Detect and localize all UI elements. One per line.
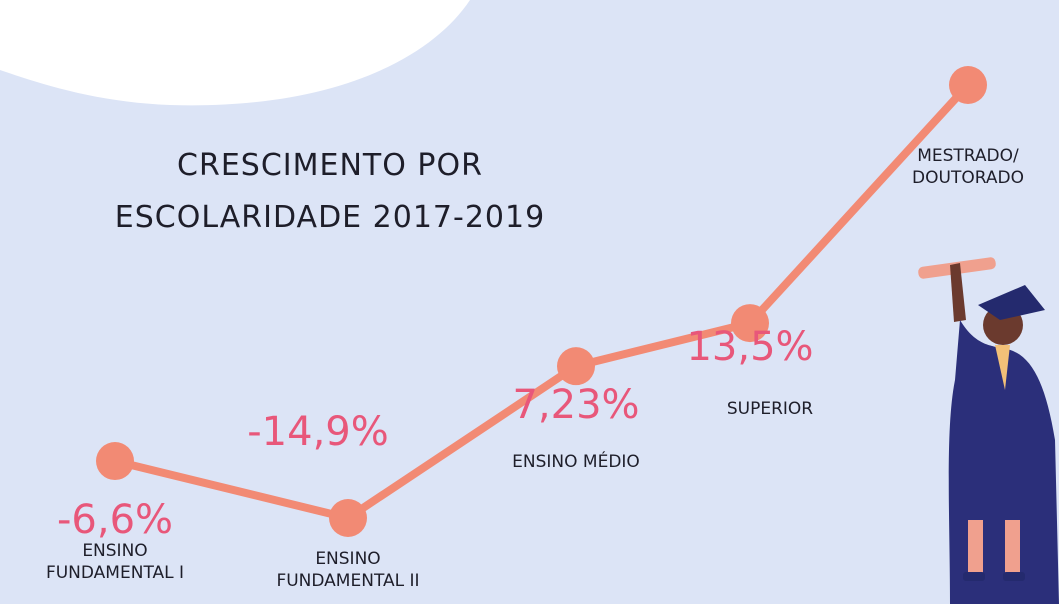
- value-label: -14,9%: [247, 409, 389, 455]
- category-label: ENSINO FUNDAMENTAL I: [40, 540, 190, 584]
- value-label: -6,6%: [57, 497, 173, 543]
- category-label: SUPERIOR: [695, 398, 845, 420]
- point: [949, 66, 987, 104]
- category-label: ENSINO FUNDAMENTAL II: [268, 548, 428, 592]
- point: [557, 347, 595, 385]
- infographic: CRESCIMENTO POR ESCOLARIDADE 2017-2019 -…: [0, 0, 1059, 604]
- value-label: 13,5%: [686, 324, 813, 370]
- chart-title: CRESCIMENTO POR ESCOLARIDADE 2017-2019: [60, 140, 600, 244]
- background-blob: [0, 0, 470, 105]
- category-label: ENSINO MÉDIO: [476, 451, 676, 473]
- point: [96, 442, 134, 480]
- graduate-figure: [918, 257, 1059, 604]
- point: [329, 499, 367, 537]
- category-label: MESTRADO/ DOUTORADO: [898, 145, 1038, 189]
- value-label: 7,23%: [512, 382, 639, 428]
